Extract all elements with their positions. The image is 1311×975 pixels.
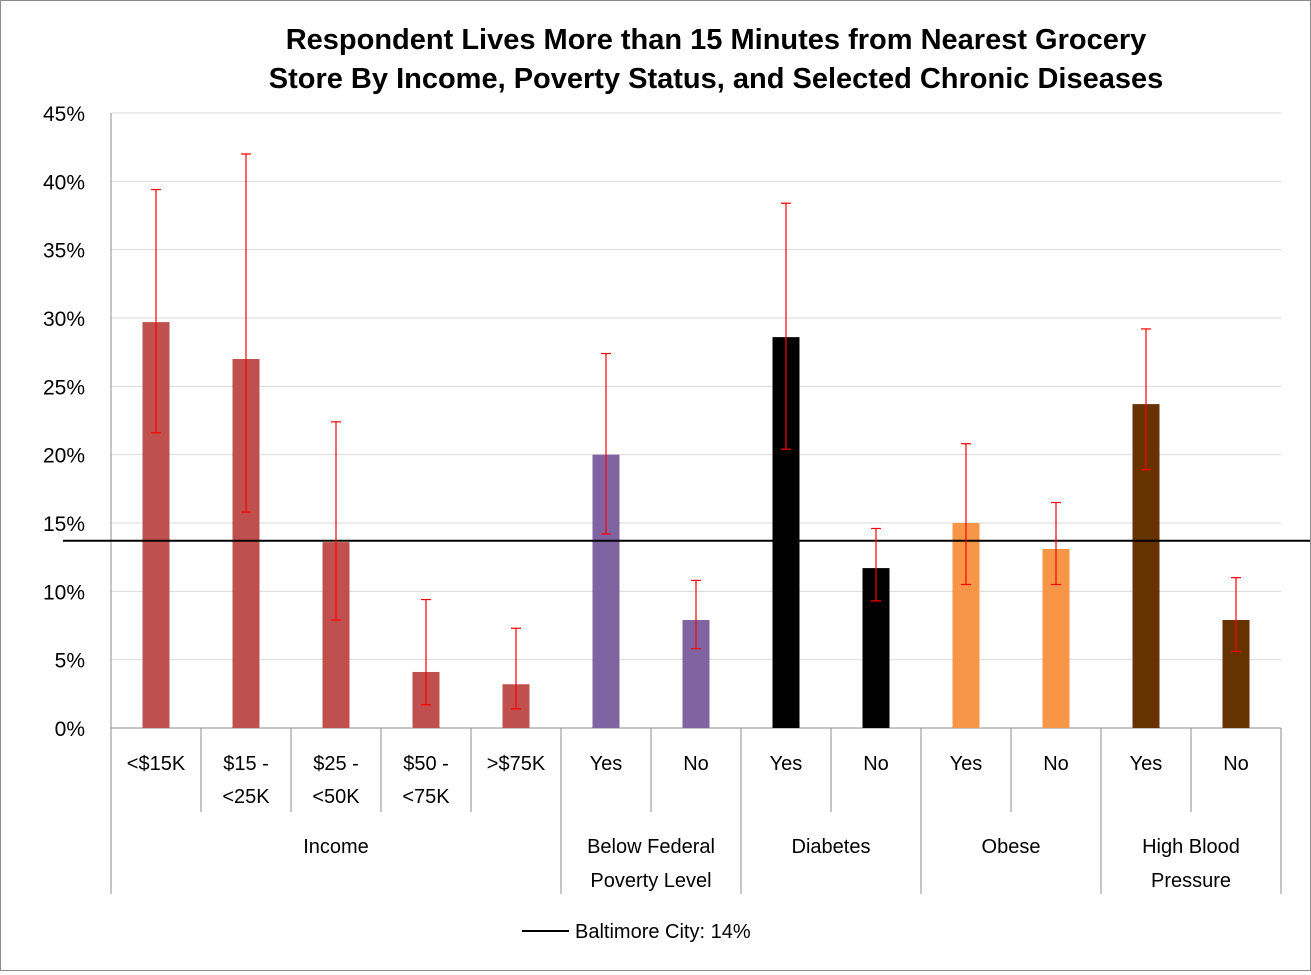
x-group-label: Pressure xyxy=(1151,870,1231,892)
x-group-label: Diabetes xyxy=(792,836,871,858)
x-category-label: >$75K xyxy=(487,753,546,775)
legend-label: Baltimore City: 14% xyxy=(575,921,751,943)
y-tick-label: 35% xyxy=(43,240,85,263)
y-tick-label: 20% xyxy=(43,445,85,468)
x-group-label: Obese xyxy=(982,836,1041,858)
y-tick-label: 25% xyxy=(43,376,85,399)
x-group-label: Poverty Level xyxy=(590,870,711,892)
chart-title-line: Store By Income, Poverty Status, and Sel… xyxy=(269,63,1163,95)
y-tick-label: 5% xyxy=(55,650,85,673)
x-category-label: <$15K xyxy=(127,753,186,775)
x-category-label: Yes xyxy=(950,753,983,775)
x-category-label: <75K xyxy=(402,786,450,808)
x-group-label: High Blood xyxy=(1142,836,1240,858)
x-category-label: No xyxy=(683,753,709,775)
y-tick-label: 15% xyxy=(43,513,85,536)
x-category-label: $50 - xyxy=(403,753,449,775)
y-tick-label: 10% xyxy=(43,581,85,604)
x-category-label: <25K xyxy=(222,786,270,808)
y-tick-label: 0% xyxy=(55,718,85,741)
x-group-label: Income xyxy=(303,836,369,858)
x-category-label: No xyxy=(863,753,889,775)
x-category-label: $15 - xyxy=(223,753,269,775)
x-category-label: <50K xyxy=(312,786,360,808)
y-tick-label: 40% xyxy=(43,171,85,194)
x-category-label: Yes xyxy=(590,753,623,775)
chart-title-line: Respondent Lives More than 15 Minutes fr… xyxy=(286,24,1147,56)
y-tick-label: 45% xyxy=(43,103,85,126)
x-category-label: No xyxy=(1223,753,1249,775)
x-category-label: $25 - xyxy=(313,753,359,775)
y-tick-label: 30% xyxy=(43,308,85,331)
x-category-label: No xyxy=(1043,753,1069,775)
x-group-label: Below Federal xyxy=(587,836,715,858)
x-category-label: Yes xyxy=(1130,753,1163,775)
x-category-label: Yes xyxy=(770,753,803,775)
